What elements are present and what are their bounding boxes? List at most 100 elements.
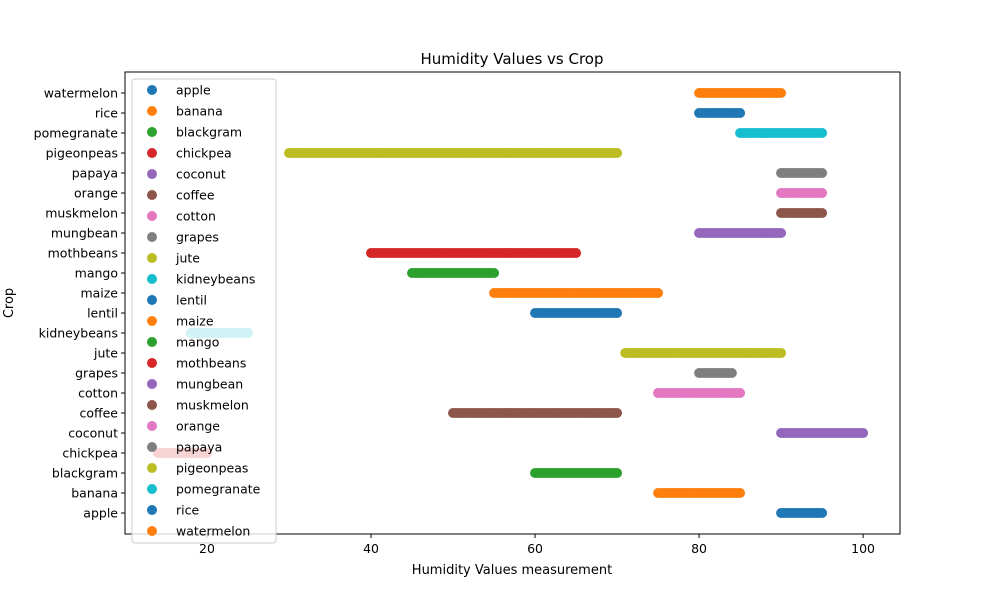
y-tick-label: cotton: [78, 386, 118, 401]
legend-marker: [147, 358, 157, 368]
legend-marker: [147, 211, 157, 221]
data-point: [817, 128, 828, 138]
y-tick-label: coconut: [68, 426, 118, 441]
data-point: [612, 408, 623, 418]
legend-label: jute: [175, 251, 200, 266]
series-apple: [776, 508, 828, 518]
series-blackgram: [530, 468, 623, 478]
data-point: [489, 268, 500, 278]
data-point: [817, 508, 828, 518]
legend-marker: [147, 316, 157, 326]
legend-label: banana: [176, 104, 223, 119]
data-point: [735, 388, 746, 398]
x-tick-label: 100: [851, 541, 875, 556]
data-point: [776, 88, 787, 98]
legend-marker: [147, 442, 157, 452]
series-pigeonpeas: [284, 148, 623, 158]
y-tick-label: mango: [75, 266, 118, 281]
legend-marker: [147, 379, 157, 389]
data-point: [726, 368, 737, 378]
plot-frame: [124, 71, 901, 535]
chart-title: Humidity Values vs Crop: [420, 50, 603, 68]
series-pomegranate: [735, 128, 828, 138]
x-tick-label: 60: [527, 541, 543, 556]
legend-marker: [147, 421, 157, 431]
y-tick-label: jute: [93, 346, 118, 361]
legend-label: cotton: [176, 209, 216, 224]
data-point: [817, 168, 828, 178]
y-tick-label: banana: [71, 486, 118, 501]
series-lentil: [530, 308, 623, 318]
y-tick-label: papaya: [72, 166, 118, 181]
legend-marker: [147, 484, 157, 494]
legend-label: mango: [176, 335, 219, 350]
series-coffee: [448, 408, 623, 418]
legend-marker: [147, 463, 157, 473]
series-papaya: [776, 168, 828, 178]
legend-marker: [147, 169, 157, 179]
legend-label: maize: [176, 314, 214, 329]
legend-marker: [147, 106, 157, 116]
legend-label: coffee: [176, 188, 215, 203]
legend-marker: [147, 337, 157, 347]
legend-label: apple: [176, 83, 211, 98]
legend-label: grapes: [176, 230, 219, 245]
data-point: [612, 148, 623, 158]
legend-label: orange: [176, 419, 220, 434]
data-point: [817, 188, 828, 198]
legend-label: papaya: [176, 440, 222, 455]
legend-label: chickpea: [176, 146, 232, 161]
legend-label: pomegranate: [176, 482, 261, 497]
y-tick-label: chickpea: [62, 446, 118, 461]
legend-box: [131, 78, 277, 544]
data-point: [735, 108, 746, 118]
series-cotton: [653, 388, 746, 398]
data-point: [653, 288, 664, 298]
data-point: [612, 308, 623, 318]
legend-marker: [147, 295, 157, 305]
series-banana: [653, 488, 746, 498]
legend-label: rice: [176, 503, 199, 518]
series-grapes: [694, 368, 737, 378]
legend-label: muskmelon: [176, 398, 249, 413]
x-axis-label: Humidity Values measurement: [412, 563, 612, 578]
legend-marker: [147, 526, 157, 536]
y-tick-label: kidneybeans: [39, 326, 118, 341]
x-tick-label: 80: [691, 541, 707, 556]
legend-label: coconut: [176, 167, 226, 182]
legend-marker: [147, 253, 157, 263]
legend-label: mungbean: [176, 377, 243, 392]
x-tick-label: 40: [363, 541, 379, 556]
legend-marker: [147, 127, 157, 137]
y-tick-label: maize: [80, 286, 118, 301]
data-point: [817, 208, 828, 218]
legend: apple banana blackgram chickpea coconut coffe…: [131, 78, 277, 544]
legend-label: lentil: [176, 293, 207, 308]
series-orange: [776, 188, 828, 198]
data-point: [735, 488, 746, 498]
y-tick-label: pomegranate: [34, 126, 119, 141]
y-tick-label: blackgram: [52, 466, 118, 481]
legend-label: pigeonpeas: [176, 461, 248, 476]
series-muskmelon: [776, 208, 828, 218]
data-point: [571, 248, 582, 258]
legend-label: kidneybeans: [176, 272, 255, 287]
legend-marker: [147, 505, 157, 515]
y-axis-label: Crop: [2, 288, 17, 318]
legend-marker: [147, 190, 157, 200]
data-point: [776, 348, 787, 358]
y-tick-label: apple: [83, 506, 118, 521]
x-tick-label: 20: [199, 541, 215, 556]
series-jute: [620, 348, 787, 358]
series-mango: [407, 268, 500, 278]
legend-marker: [147, 232, 157, 242]
data-point: [858, 428, 869, 438]
y-tick-label: coffee: [79, 406, 118, 421]
data-point: [612, 468, 623, 478]
y-tick-label: rice: [95, 106, 118, 121]
y-tick-label: mothbeans: [48, 246, 118, 261]
legend-label: watermelon: [176, 524, 250, 539]
y-tick-label: pigeonpeas: [46, 146, 118, 161]
y-tick-label: muskmelon: [45, 206, 118, 221]
